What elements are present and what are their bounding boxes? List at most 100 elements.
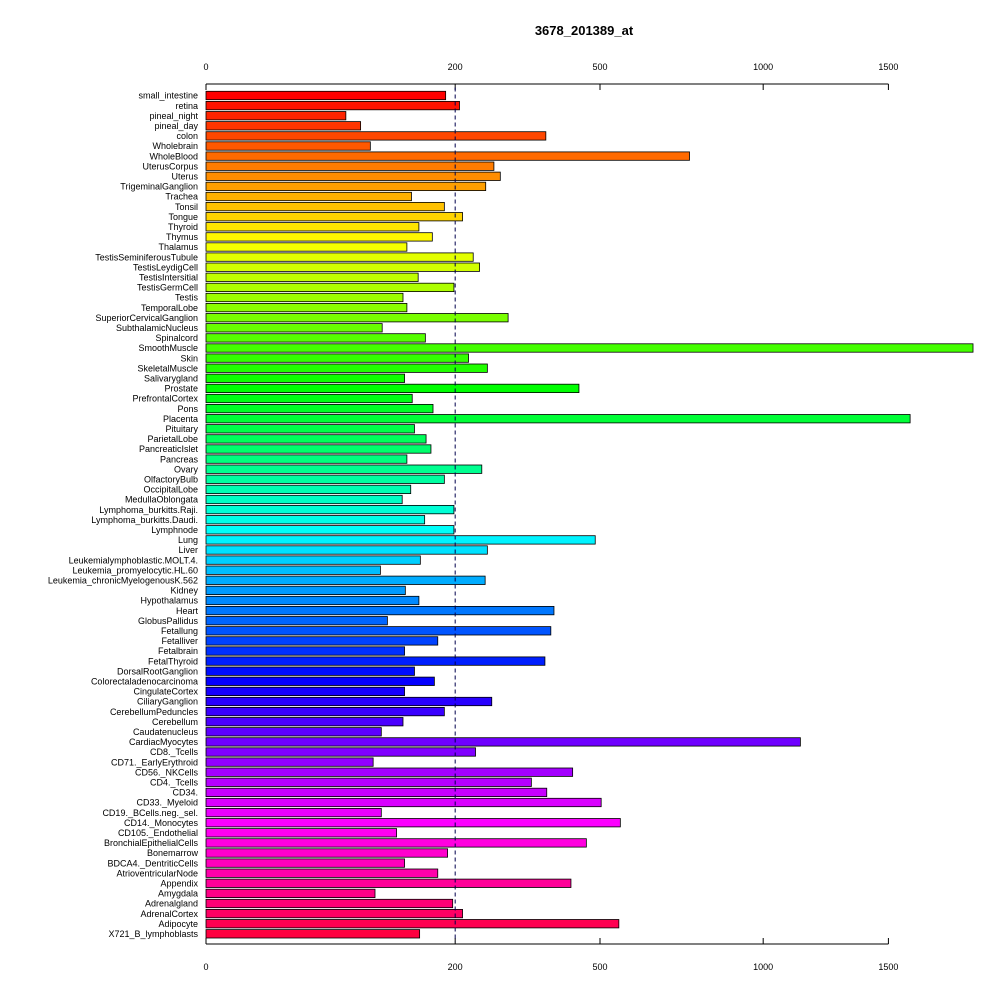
category-label: Thymus bbox=[166, 232, 199, 242]
bar bbox=[205, 909, 463, 919]
bar bbox=[205, 262, 480, 272]
bar bbox=[205, 535, 596, 545]
category-label: Liver bbox=[178, 545, 198, 555]
bottom-axis: 0 200 500 1000 1500 bbox=[203, 938, 898, 972]
category-label: TestisIntersitial bbox=[139, 273, 198, 283]
bar bbox=[205, 292, 404, 303]
tick-label: 1000 bbox=[753, 962, 773, 972]
bar bbox=[205, 464, 483, 474]
category-label: SuperiorCervicalGanglion bbox=[95, 313, 198, 323]
bar bbox=[205, 777, 532, 787]
bar bbox=[205, 707, 445, 717]
category-label: small_intestine bbox=[138, 91, 198, 101]
bar bbox=[205, 616, 388, 626]
category-label: Fetalbrain bbox=[158, 646, 198, 656]
category-label: CiliaryGanglion bbox=[137, 697, 198, 707]
bar bbox=[205, 272, 419, 282]
category-label: colon bbox=[176, 131, 198, 141]
category-label: OlfactoryBulb bbox=[144, 475, 198, 485]
bar bbox=[205, 454, 408, 464]
category-label: Hypothalamus bbox=[140, 596, 198, 606]
category-label: CardiacMyocytes bbox=[129, 737, 199, 747]
bar bbox=[205, 414, 911, 424]
bar bbox=[205, 797, 602, 808]
bar bbox=[205, 343, 974, 353]
tick-label: 200 bbox=[448, 962, 463, 972]
chart-title: 3678_201389_at bbox=[535, 23, 634, 38]
category-label: Pituitary bbox=[165, 424, 198, 434]
category-label: Amygdala bbox=[158, 889, 198, 899]
category-label: CD34. bbox=[172, 788, 198, 798]
bar bbox=[205, 393, 413, 404]
bar bbox=[205, 474, 445, 484]
bar bbox=[205, 838, 587, 848]
bar bbox=[205, 101, 460, 111]
bar bbox=[205, 767, 574, 777]
bar bbox=[205, 434, 427, 444]
category-label: Cerebellum bbox=[152, 717, 198, 727]
category-label: Skin bbox=[180, 353, 198, 363]
category-label: ParietalLobe bbox=[147, 434, 198, 444]
bar bbox=[205, 919, 620, 929]
category-label: Lymphoma_burkitts.Raji. bbox=[99, 505, 198, 515]
tick-label: 1500 bbox=[878, 962, 898, 972]
category-label: TestisLeydigCell bbox=[133, 262, 198, 272]
category-label: Kidney bbox=[170, 586, 198, 596]
category-label: TrigeminalGanglion bbox=[120, 182, 198, 192]
bar bbox=[205, 808, 382, 818]
category-label: Placenta bbox=[163, 414, 198, 424]
category-label: CD8._Tcells bbox=[150, 747, 199, 757]
tick-label: 500 bbox=[592, 962, 607, 972]
bar bbox=[205, 302, 408, 313]
tick-label: 0 bbox=[203, 962, 208, 972]
category-label: CingulateCortex bbox=[133, 687, 198, 697]
bar bbox=[205, 151, 690, 161]
category-label: PancreaticIslet bbox=[139, 444, 199, 454]
category-label: CD105._Endothelial bbox=[118, 828, 198, 838]
bar bbox=[205, 595, 420, 606]
bar bbox=[205, 373, 405, 383]
bar bbox=[205, 555, 421, 565]
category-label: pineal_day bbox=[154, 121, 198, 131]
category-label: Wholebrain bbox=[152, 141, 198, 151]
category-label: CD56._NKCells bbox=[135, 767, 199, 777]
bar bbox=[205, 121, 362, 131]
category-label: Prostate bbox=[164, 384, 198, 394]
category-label: BDCA4._DentriticCells bbox=[107, 858, 198, 868]
category-label: UterusCorpus bbox=[142, 161, 198, 171]
bar bbox=[205, 585, 406, 596]
bar bbox=[205, 222, 420, 232]
bar bbox=[205, 111, 347, 121]
bar bbox=[205, 828, 397, 838]
category-label: Spinalcord bbox=[155, 333, 198, 343]
category-label: OccipitalLobe bbox=[143, 485, 198, 495]
category-label: MedullaOblongata bbox=[125, 495, 198, 505]
bar bbox=[205, 626, 552, 636]
tick-label: 1500 bbox=[878, 62, 898, 72]
category-label: SubthalamicNucleus bbox=[116, 323, 199, 333]
bar bbox=[205, 504, 455, 515]
category-label: Pancreas bbox=[160, 454, 199, 464]
bar bbox=[205, 161, 495, 171]
bar bbox=[205, 403, 434, 414]
bar bbox=[205, 333, 426, 343]
tick-label: 0 bbox=[203, 62, 208, 72]
bar bbox=[205, 252, 474, 262]
bar bbox=[205, 323, 383, 333]
bar bbox=[205, 575, 486, 585]
category-label: CD19._BCells.neg._sel. bbox=[102, 808, 198, 818]
bar bbox=[205, 787, 548, 798]
bar bbox=[205, 747, 476, 757]
bar bbox=[205, 737, 801, 747]
category-label: Leukemia_chronicMyelogenousK.562 bbox=[48, 576, 198, 586]
bar bbox=[205, 666, 415, 676]
category-label: Tongue bbox=[168, 212, 198, 222]
category-label: FetalThyroid bbox=[148, 656, 198, 666]
category-label: Caudatenucleus bbox=[133, 727, 199, 737]
category-label: AdrenalCortex bbox=[140, 909, 198, 919]
category-label: Pons bbox=[177, 404, 198, 414]
category-label: Adrenalgland bbox=[145, 899, 198, 909]
bar bbox=[205, 868, 439, 878]
tick-label: 1000 bbox=[753, 62, 773, 72]
